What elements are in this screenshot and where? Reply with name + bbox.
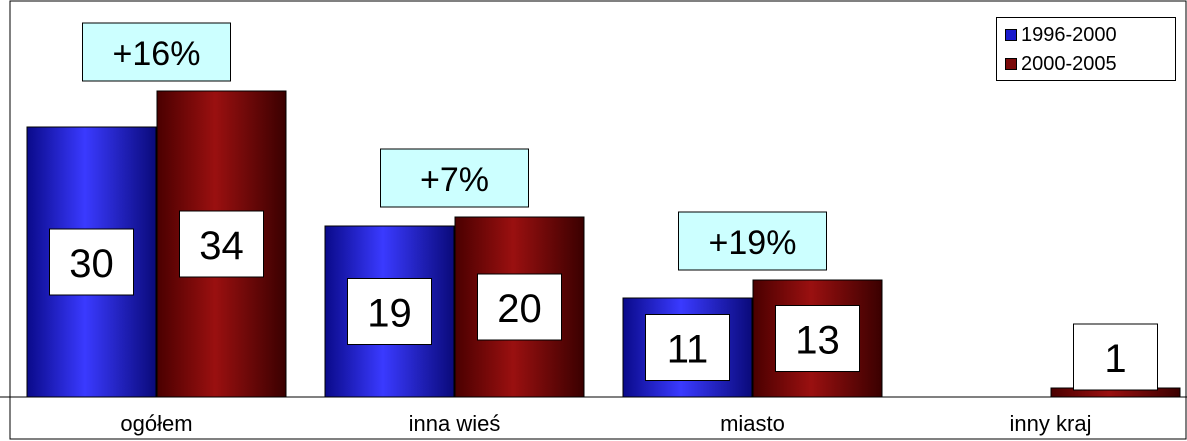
data-label: 30 [69, 242, 114, 286]
change-label: +19% [709, 224, 797, 262]
legend-swatch-series-1 [1005, 29, 1017, 41]
data-label-box [477, 273, 562, 341]
data-label: 1 [1104, 337, 1126, 381]
legend-item-series-2: 2000-2005 [1005, 51, 1117, 77]
change-label: +16% [113, 35, 201, 73]
change-label-box [82, 22, 231, 82]
x-tick-label: ogółem [120, 411, 192, 436]
legend-swatch-series-2 [1005, 58, 1017, 70]
change-label-box [380, 148, 529, 208]
x-tick-label: inna wieś [409, 411, 501, 436]
x-tick-label: inny kraj [1010, 411, 1092, 436]
data-label-box [645, 314, 730, 381]
data-label: 19 [367, 292, 412, 336]
data-label-box [1073, 323, 1158, 391]
plot-area-border [9, 0, 1187, 440]
data-label-box [49, 228, 134, 296]
chart-marks: 30 34 +16% ogółem 19 20 +7% inna wieś 11 13 +19% mi… [26, 22, 1181, 436]
legend-label-series-2: 2000-2005 [1021, 52, 1117, 75]
data-label: 13 [795, 319, 840, 363]
data-label-box [347, 278, 432, 345]
legend-label-series-1: 1996-2000 [1021, 23, 1117, 46]
data-label: 20 [497, 287, 542, 331]
change-label: +7% [420, 161, 489, 199]
change-label-box [678, 211, 827, 271]
legend-item-series-1: 1996-2000 [1005, 22, 1117, 48]
legend: 1996-2000 2000-2005 [996, 17, 1176, 81]
x-tick-label: miasto [720, 411, 785, 436]
data-label-box [179, 210, 264, 278]
data-label: 34 [199, 224, 244, 268]
data-label: 11 [667, 328, 709, 372]
data-label-box [775, 305, 860, 372]
